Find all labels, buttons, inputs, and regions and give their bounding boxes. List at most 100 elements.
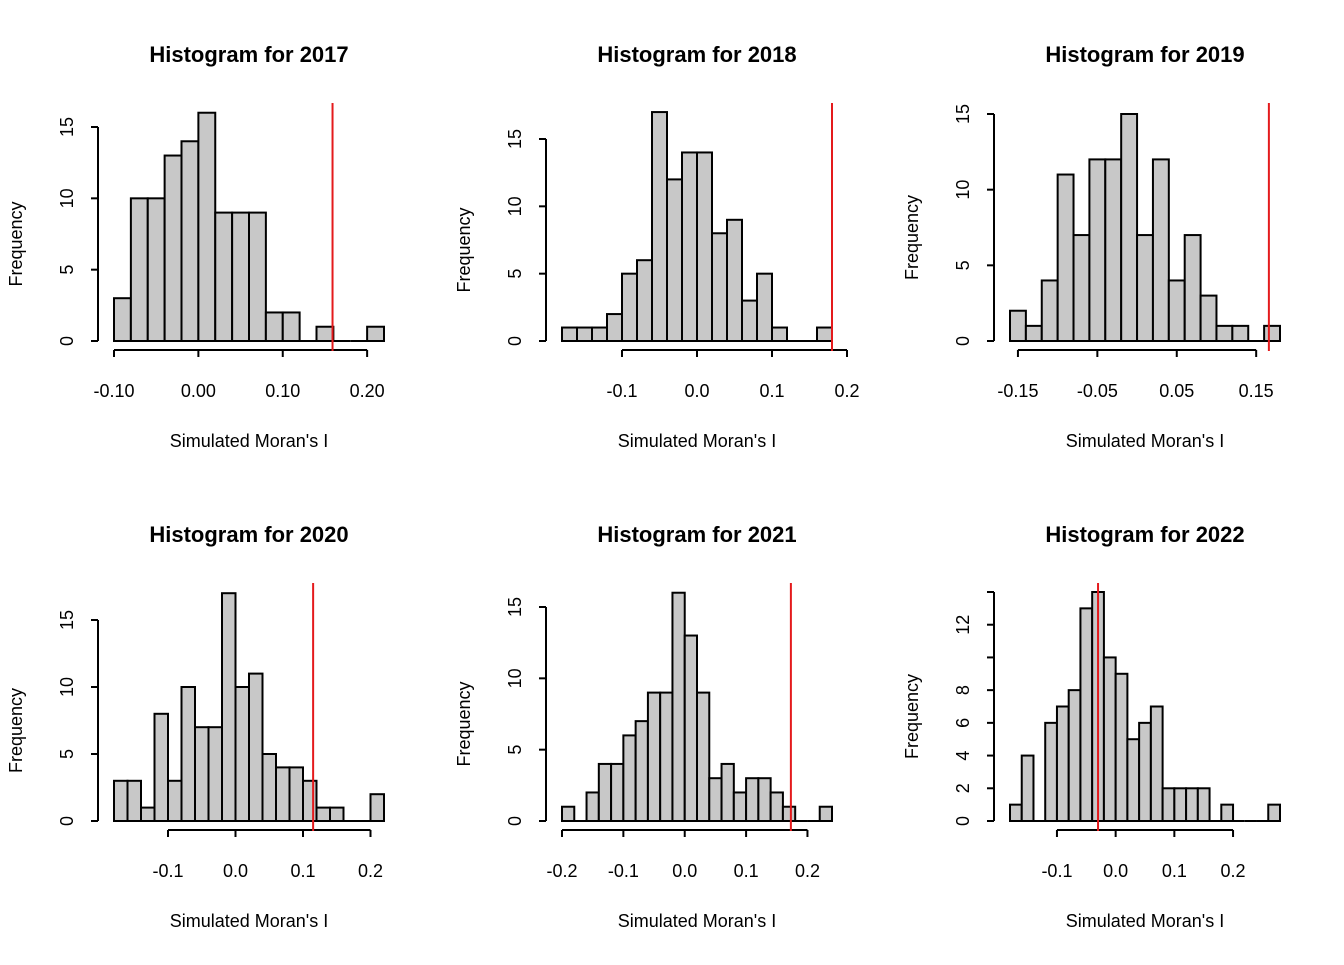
histogram-bar — [1126, 738, 1141, 823]
x-tick-label: -0.10 — [93, 381, 134, 401]
histogram-bar — [167, 779, 183, 822]
histogram-bar — [681, 151, 698, 342]
histogram-bar — [261, 753, 277, 822]
histogram-bar — [315, 806, 331, 822]
histogram-bar — [634, 720, 649, 823]
histogram-bar — [756, 272, 773, 342]
histogram-bar — [781, 805, 797, 823]
histogram-bar — [281, 311, 301, 343]
x-tick-label: -0.1 — [608, 861, 639, 881]
histogram-bar — [818, 805, 834, 823]
histogram-bar — [621, 272, 638, 342]
histogram-bar — [816, 326, 833, 342]
histogram-bar — [1072, 234, 1091, 342]
histogram-bar — [585, 791, 600, 823]
histogram-bar — [1009, 803, 1023, 823]
y-tick-label: 15 — [505, 129, 525, 149]
histogram-bar — [741, 299, 758, 343]
histogram-bar — [622, 734, 637, 823]
histogram-bar — [696, 151, 713, 342]
histogram-bar — [1009, 309, 1027, 343]
y-tick-label: 6 — [953, 718, 973, 728]
y-tick-label: 5 — [953, 260, 973, 270]
histogram-bar — [1120, 113, 1139, 342]
y-tick-label: 10 — [57, 188, 77, 208]
histogram-bar — [651, 111, 668, 342]
x-axis-label: Simulated Moran's I — [170, 911, 329, 931]
histogram-bar — [248, 211, 267, 342]
x-tick-label: 0.0 — [672, 861, 697, 881]
y-tick-label: 10 — [953, 180, 973, 200]
histogram-bar — [1044, 721, 1058, 822]
histogram-bar — [1215, 324, 1234, 343]
histogram-bar — [126, 779, 142, 822]
histogram-bar — [234, 686, 250, 822]
y-tick-label: 0 — [953, 336, 973, 346]
histogram-bar — [248, 672, 264, 822]
x-tick-label: 0.1 — [1162, 861, 1187, 881]
histogram-bar — [1263, 324, 1282, 343]
x-tick-label: 0.00 — [181, 381, 216, 401]
y-tick-label: 10 — [57, 677, 77, 697]
histogram-bar — [561, 326, 578, 342]
histogram-bar — [231, 211, 250, 342]
x-tick-label: -0.1 — [1041, 861, 1072, 881]
y-tick-label: 0 — [505, 336, 525, 346]
histogram-bar — [1185, 787, 1199, 822]
histogram-bar — [1151, 158, 1170, 342]
y-tick-label: 10 — [505, 668, 525, 688]
histogram-bar — [1267, 803, 1281, 823]
histogram-bar — [720, 762, 735, 823]
x-tick-label: 0.1 — [734, 861, 759, 881]
histogram-bar — [1079, 607, 1094, 822]
histogram-bar — [1088, 158, 1107, 342]
histogram-bar — [140, 806, 156, 822]
histogram-bar — [732, 791, 748, 823]
histogram-bar — [221, 592, 237, 823]
histogram-bar — [315, 325, 335, 343]
x-axis-label: Simulated Moran's I — [618, 431, 777, 451]
x-axis-label: Simulated Moran's I — [170, 431, 329, 451]
y-axis-label: Frequency — [6, 201, 26, 286]
histogram-bar — [597, 762, 613, 823]
x-tick-label: 0.05 — [1159, 381, 1194, 401]
histogram-bar — [561, 805, 576, 823]
histogram-bar — [1138, 721, 1152, 822]
histogram-bar — [146, 197, 166, 342]
histogram-bar — [666, 178, 683, 342]
histogram-bar — [1102, 656, 1117, 823]
histogram-bar — [726, 218, 743, 342]
histogram-bar — [302, 779, 318, 822]
y-tick-label: 15 — [505, 597, 525, 617]
y-tick-label: 10 — [505, 196, 525, 216]
y-axis-label: Frequency — [454, 681, 474, 766]
x-tick-label: 0.0 — [1103, 861, 1128, 881]
x-tick-label: 0.20 — [350, 381, 385, 401]
x-tick-label: -0.05 — [1077, 381, 1118, 401]
chart-title: Histogram for 2017 — [149, 42, 348, 67]
x-tick-label: 0.1 — [290, 861, 315, 881]
x-tick-label: -0.1 — [606, 381, 637, 401]
histogram-bar — [1220, 803, 1235, 823]
histogram-bar — [197, 111, 217, 342]
x-tick-label: 0.15 — [1239, 381, 1274, 401]
x-axis-label: Simulated Moran's I — [618, 911, 777, 931]
histogram-bar — [711, 232, 728, 342]
histogram-bar — [369, 793, 385, 823]
y-tick-label: 8 — [953, 685, 973, 695]
histogram-bar — [1114, 672, 1129, 822]
y-tick-label: 0 — [57, 816, 77, 826]
histogram-bar — [180, 140, 200, 342]
histogram-bar — [708, 777, 723, 823]
x-tick-label: 0.0 — [684, 381, 709, 401]
x-tick-label: 0.2 — [795, 861, 820, 881]
histogram-bar — [659, 691, 674, 822]
y-tick-label: 15 — [57, 610, 77, 630]
histogram-bar — [1040, 279, 1059, 343]
histogram-bar — [1199, 294, 1218, 343]
histogram-bar — [1020, 754, 1035, 822]
histogram-bar — [1056, 173, 1075, 342]
histogram-bar — [757, 777, 772, 823]
y-tick-label: 12 — [953, 615, 973, 635]
